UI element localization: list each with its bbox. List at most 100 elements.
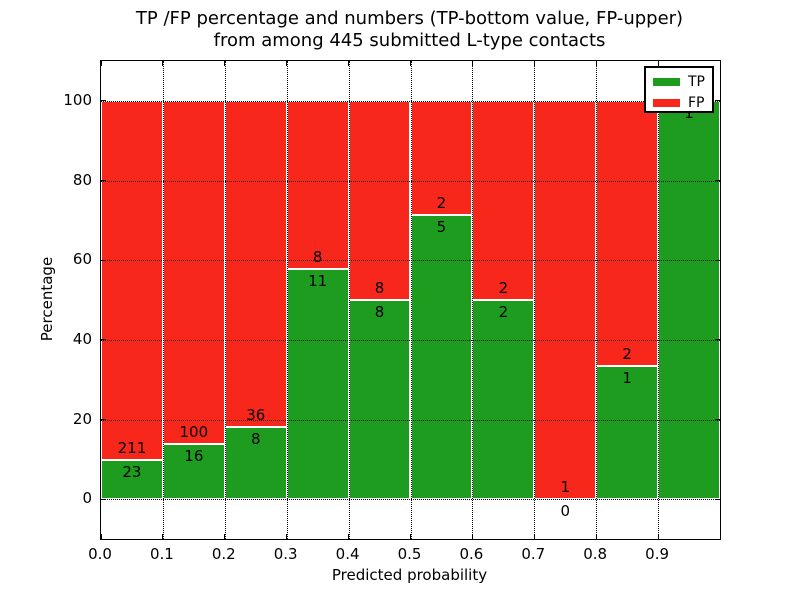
y-tick-mark [101,498,106,500]
y-tick-label: 60 [72,250,92,269]
gridline-x [286,61,288,539]
chart-title-line1: TP /FP percentage and numbers (TP-bottom… [135,8,684,29]
bar-count-tp: 11 [308,271,328,290]
x-tick-label: 0.6 [459,545,484,563]
x-tick-mark [286,534,288,539]
x-tick-label: 0.9 [645,545,670,563]
bar-fp-segment [224,100,287,427]
bar-fp-segment [101,100,163,460]
legend-label-tp: TP [688,74,705,90]
bar-count-fp: 8 [374,279,385,297]
bar-count-fp: 8 [312,247,323,266]
plot-area: 211231001636881188252210211 [100,60,721,540]
y-tick-mark [101,339,106,341]
y-tick-mark [101,419,106,420]
bar-count-tp: 8 [250,429,261,448]
chart-title: TP /FP percentage and numbers (TP-bottom… [100,8,719,52]
x-tick-label: 0.8 [583,545,608,563]
gridline-x [348,61,350,539]
x-tick-mark [657,534,659,539]
gridline-x [410,61,412,539]
y-tick-mark [101,100,106,102]
x-tick-mark [410,61,411,66]
x-tick-label: 0.1 [149,545,174,563]
legend-label-fp: FP [688,95,705,111]
x-tick-mark [100,61,102,66]
bar-fp-segment [472,100,535,300]
x-tick-label: 0.7 [521,545,546,563]
bar-fp-segment [348,100,411,300]
x-tick-label: 0.0 [88,545,112,563]
bar-count-fp: 100 [179,423,209,442]
y-tick-mark [715,498,720,500]
bar-fp-segment [410,100,473,215]
gridline-x [596,61,598,539]
bar-fp-segment [534,100,597,500]
x-tick-mark [471,534,473,539]
gridline-x [162,61,164,539]
y-tick-label: 20 [72,409,92,428]
legend: TP FP [644,66,714,113]
bar-count-fp: 2 [622,345,632,364]
x-tick-mark [286,61,288,66]
x-axis-label: Predicted probability [331,566,488,584]
y-tick-mark [715,259,720,261]
y-tick-label: 100 [63,90,92,109]
x-tick-label: 0.4 [335,545,360,563]
x-tick-label: 0.3 [273,545,298,563]
bar-count-fp: 2 [498,279,509,297]
y-tick-label: 40 [72,329,92,348]
x-tick-label: 0.5 [397,545,422,563]
bar-count-fp: 2 [436,193,447,212]
bar-count-tp: 16 [184,447,204,466]
y-tick-mark [715,419,720,420]
x-tick-mark [595,534,597,539]
x-tick-mark [410,534,411,539]
x-tick-mark [162,61,164,66]
y-tick-label: 80 [72,170,92,189]
gridline-x [472,61,474,539]
bar-fp-segment [286,100,349,269]
bar-tp-segment [658,100,720,500]
chart-title-line2: from among 445 submitted L-type contacts [213,30,606,51]
x-tick-mark [595,61,597,66]
y-tick-mark [101,259,106,261]
x-tick-label: 0.2 [211,545,236,563]
x-tick-mark [533,534,535,539]
y-tick-mark [101,180,106,181]
legend-swatch-tp-icon [653,78,680,86]
bar-fp-segment [596,100,659,367]
bar-count-tp: 8 [374,303,385,321]
gridline-x [224,61,226,539]
x-tick-mark [348,534,350,539]
bar-fp-segment [162,100,225,445]
bar-tp-segment [348,300,411,500]
bar-tp-segment [162,444,225,500]
bar-tp-segment [410,214,473,500]
x-tick-mark [100,534,102,539]
bar-tp-segment [472,300,535,500]
bar-count-tp: 0 [560,502,571,521]
bar-tp-segment [286,268,349,500]
x-tick-mark [224,61,226,66]
bar-count-tp: 23 [122,463,142,481]
legend-swatch-fp-icon [653,99,680,107]
y-tick-label: 0 [82,489,92,508]
x-tick-mark [224,534,226,539]
y-tick-mark [715,180,720,181]
x-tick-mark [471,61,473,66]
bar-tp-segment [101,460,163,500]
bar-count-tp: 2 [498,303,509,321]
bar-count-fp: 36 [246,405,266,424]
bar-count-tp: 1 [622,369,632,388]
bar-count-fp: 1 [560,478,571,497]
bar-count-fp: 211 [117,439,147,457]
gridline-x [658,61,660,539]
y-tick-mark [715,100,720,102]
x-tick-mark [162,534,164,539]
y-tick-mark [715,339,720,341]
x-tick-mark [657,61,659,66]
x-tick-mark [533,61,535,66]
bar-count-tp: 5 [436,217,447,236]
